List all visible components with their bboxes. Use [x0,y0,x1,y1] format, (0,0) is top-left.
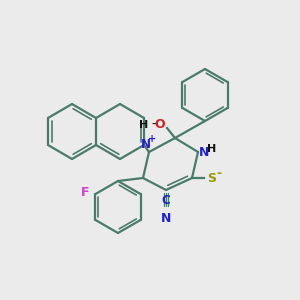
Text: N: N [199,146,209,158]
Text: C: C [162,194,170,208]
Text: F: F [81,185,90,199]
Text: -: - [152,118,156,132]
Text: H: H [139,120,148,130]
Text: S: S [208,172,217,184]
Text: N: N [161,212,171,224]
Text: -: - [216,167,222,179]
Text: H: H [207,144,217,154]
Text: N: N [141,139,151,152]
Text: O: O [155,118,165,131]
Text: +: + [148,134,156,144]
